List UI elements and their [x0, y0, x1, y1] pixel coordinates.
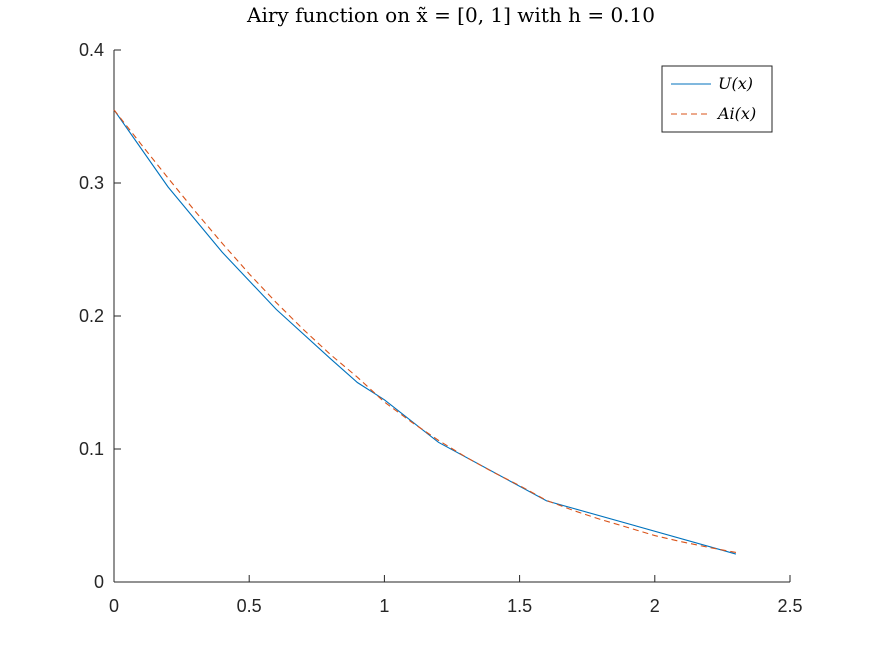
legend-label: U(x): [718, 74, 753, 93]
y-tick-label: 0.4: [79, 40, 104, 60]
y-tick-label: 0.3: [79, 173, 104, 193]
x-tick-label: 2.5: [777, 596, 802, 616]
series-line-ai: [113, 109, 737, 554]
x-tick-label: 2: [650, 596, 660, 616]
y-tick-label: 0.2: [79, 306, 104, 326]
legend-label: Ai(x): [716, 104, 756, 123]
series-line-u: [113, 109, 737, 555]
chart-title: Airy function on x̃ = [0, 1] with h = 0.…: [246, 3, 655, 27]
x-tick-label: 1: [379, 596, 389, 616]
x-tick-label: 1.5: [507, 596, 532, 616]
x-tick-label: 0.5: [237, 596, 262, 616]
legend: U(x) Ai(x): [661, 65, 773, 133]
plot-lines: [113, 109, 737, 555]
x-tick-label: 0: [109, 596, 119, 616]
axes: 0 0.5 1 1.5 2 2.5 0 0.1 0.2 0.3 0.4: [79, 40, 803, 616]
legend-box: [661, 65, 773, 133]
y-tick-label: 0: [94, 572, 104, 592]
y-tick-label: 0.1: [79, 439, 104, 459]
